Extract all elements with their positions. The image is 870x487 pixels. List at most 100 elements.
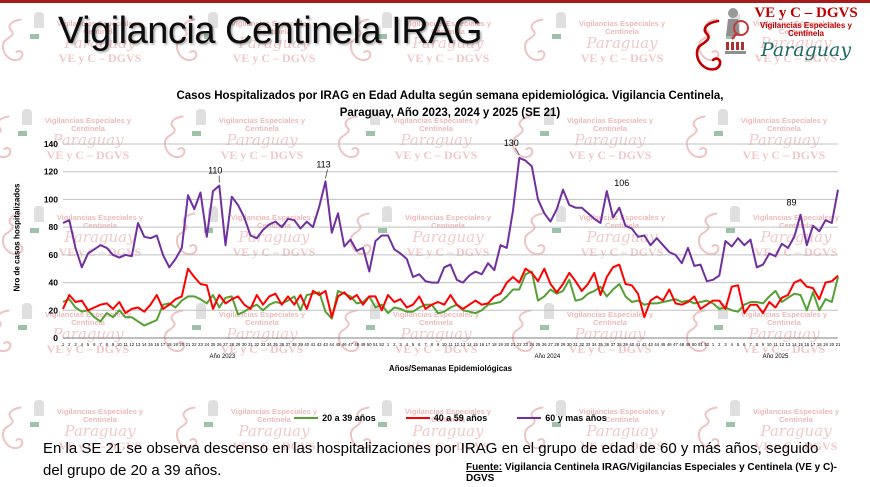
y-tick-label: 40 <box>49 278 59 288</box>
legend-swatch <box>517 417 542 419</box>
week-tick-label: 10 <box>117 342 122 347</box>
watermark-map-icon <box>0 309 12 352</box>
week-tick-label: 25 <box>536 342 541 347</box>
watermark-map-icon <box>1 18 24 61</box>
week-tick-label: 14 <box>142 342 147 347</box>
week-tick-label: 28 <box>229 342 234 347</box>
week-tick-label: 30 <box>567 342 572 347</box>
week-tick-label: 40 <box>629 342 634 347</box>
y-axis-title: Nro de casos hospitalizados <box>12 183 22 292</box>
week-tick-label: 13 <box>786 342 791 347</box>
week-tick-label: 39 <box>298 342 303 347</box>
week-tick-label: 44 <box>654 342 659 347</box>
watermark-subtitle: Centinela <box>605 27 639 37</box>
week-tick-label: 1 <box>712 342 715 347</box>
watermark-person-icon <box>34 12 44 28</box>
week-tick-label: 26 <box>217 342 222 347</box>
week-tick-label: 51 <box>373 342 378 347</box>
watermark-map-icon <box>0 115 12 158</box>
week-tick-label: 9 <box>112 342 115 347</box>
legend-label: 60 y mas años <box>545 413 607 423</box>
week-tick-label: 22 <box>517 342 522 347</box>
week-tick-label: 16 <box>154 342 159 347</box>
week-tick-label: 5 <box>412 342 415 347</box>
watermark-map-icon <box>1 406 24 449</box>
week-tick-label: 52 <box>704 342 709 347</box>
week-tick-label: 10 <box>442 342 447 347</box>
watermark-org: VE y C – DGVS <box>58 50 142 65</box>
watermark-person-icon <box>22 109 32 125</box>
data-label-130: 130 <box>504 138 519 148</box>
y-tick-label: 20 <box>49 305 59 315</box>
week-tick-label: 21 <box>511 342 516 347</box>
week-tick-label: 39 <box>623 342 628 347</box>
legend-item-20-a-39-años: 20 a 39 años <box>294 413 376 423</box>
legend-label: 40 a 59 años <box>433 413 488 423</box>
watermark-tile: Vigilancias Especiales y Centinela Paragua… <box>522 0 696 91</box>
week-tick-label: 32 <box>579 342 584 347</box>
week-tick-label: 35 <box>598 342 603 347</box>
logo-subtitle-2: Centinela <box>787 29 824 39</box>
week-tick-label: 49 <box>686 342 691 347</box>
week-tick-label: 41 <box>636 342 641 347</box>
week-tick-label: 33 <box>586 342 591 347</box>
week-tick-label: 45 <box>661 342 666 347</box>
week-tick-label: 14 <box>792 342 797 347</box>
week-tick-label: 33 <box>261 342 266 347</box>
week-tick-label: 13 <box>461 342 466 347</box>
week-tick-label: 46 <box>667 342 672 347</box>
week-tick-label: 17 <box>486 342 491 347</box>
week-tick-label: 20 <box>179 342 184 347</box>
data-label-107: 107 <box>844 179 845 189</box>
watermark-green-badge <box>30 422 39 427</box>
series-line-40-a-59-años <box>62 263 839 319</box>
week-tick-label: 47 <box>673 342 678 347</box>
watermark-green-badge <box>552 34 561 39</box>
week-tick-label: 47 <box>348 342 353 347</box>
legend-item-40-a-59-años: 40 a 59 años <box>405 413 488 423</box>
week-tick-label: 12 <box>129 342 134 347</box>
week-tick-label: 15 <box>148 342 153 347</box>
week-tick-label: 16 <box>804 342 809 347</box>
week-tick-label: 22 <box>192 342 197 347</box>
week-tick-label: 5 <box>87 342 90 347</box>
week-tick-label: 14 <box>467 342 472 347</box>
year-label: Año 2024 <box>535 354 561 360</box>
week-tick-label: 18 <box>492 342 497 347</box>
week-tick-label: 38 <box>617 342 622 347</box>
week-tick-label: 6 <box>93 342 96 347</box>
y-tick-label: 0 <box>53 333 58 343</box>
legend-item-60-y-mas-años: 60 y mas años <box>517 413 607 423</box>
week-tick-label: 12 <box>779 342 784 347</box>
year-label: Año 2023 <box>210 354 236 360</box>
series-line-20-a-39-años <box>62 270 839 327</box>
week-tick-label: 36 <box>279 342 284 347</box>
week-tick-label: 4 <box>731 342 734 347</box>
week-tick-label: 32 <box>254 342 259 347</box>
logo-org-name: VE y C – DGVS <box>754 5 858 21</box>
legend-swatch <box>405 417 430 419</box>
week-tick-label: 6 <box>743 342 746 347</box>
week-tick-label: 11 <box>773 342 778 347</box>
week-tick-label: 18 <box>817 342 822 347</box>
watermark-green-badge <box>18 325 27 330</box>
week-tick-label: 17 <box>811 342 816 347</box>
week-tick-label: 28 <box>554 342 559 347</box>
week-tick-label: 1 <box>387 342 390 347</box>
week-tick-label: 31 <box>573 342 578 347</box>
annotation-leader <box>325 169 328 179</box>
week-tick-label: 34 <box>267 342 272 347</box>
data-label-106: 106 <box>614 178 629 188</box>
week-tick-label: 5 <box>737 342 740 347</box>
week-tick-label: 44 <box>329 342 334 347</box>
week-tick-label: 37 <box>286 342 291 347</box>
week-tick-label: 35 <box>273 342 278 347</box>
week-tick-label: 7 <box>749 342 752 347</box>
week-tick-label: 1 <box>62 342 65 347</box>
week-tick-label: 49 <box>361 342 366 347</box>
source-line: Fuente: Vigilancia Centinela IRAG/Vigila… <box>466 462 862 484</box>
week-tick-label: 3 <box>724 342 727 347</box>
week-tick-label: 20 <box>504 342 509 347</box>
